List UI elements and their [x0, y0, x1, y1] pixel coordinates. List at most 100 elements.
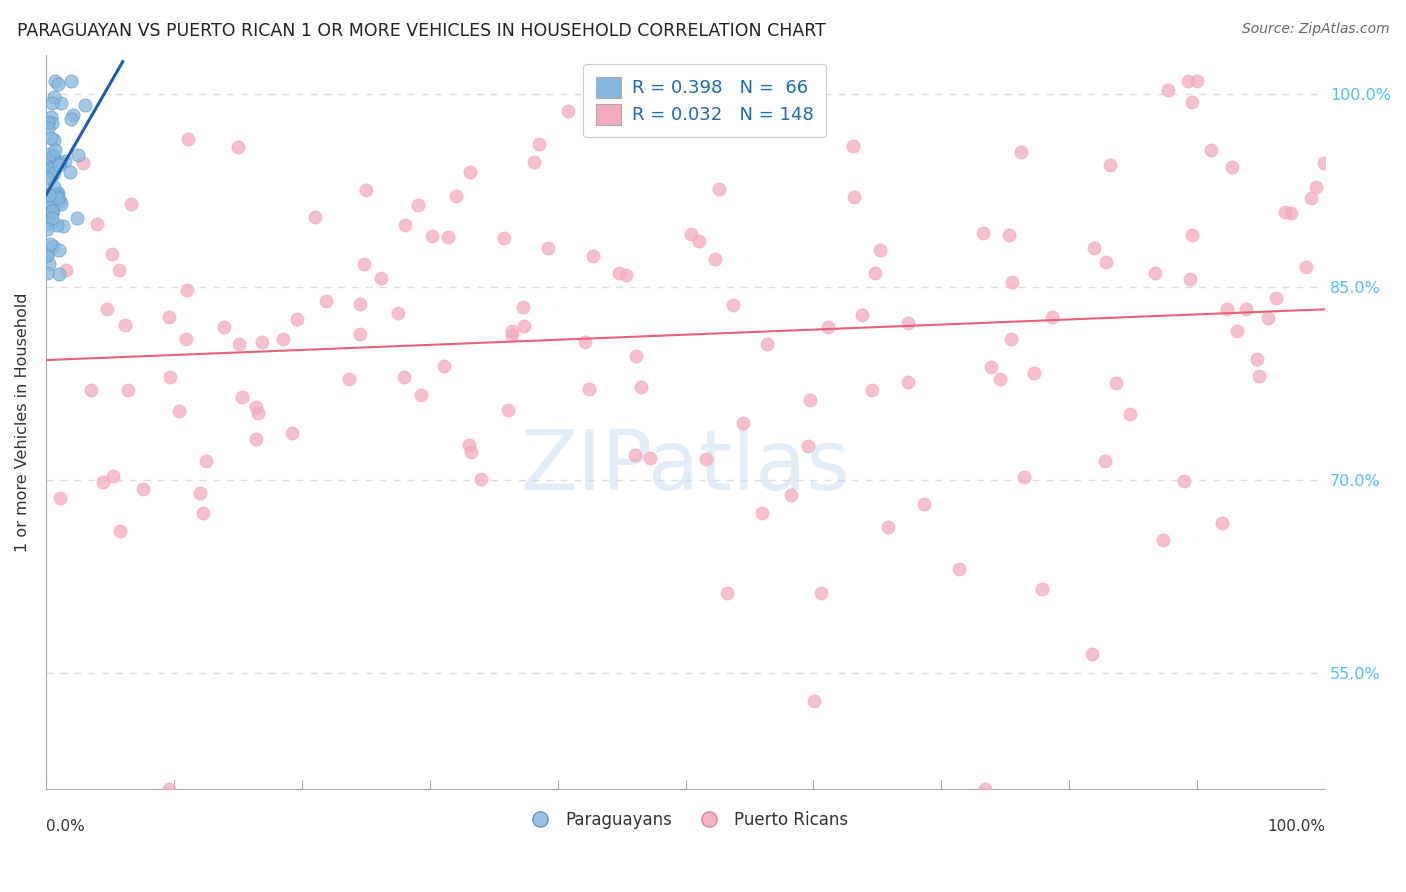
- Text: PARAGUAYAN VS PUERTO RICAN 1 OR MORE VEHICLES IN HOUSEHOLD CORRELATION CHART: PARAGUAYAN VS PUERTO RICAN 1 OR MORE VEH…: [17, 22, 825, 40]
- Point: [37, 121, 59, 136]
- Point: [42, 239, 65, 253]
- Point: [1012, 470, 1035, 484]
- Point: [1226, 325, 1249, 339]
- Point: [52, 219, 75, 233]
- Point: [42, 180, 65, 194]
- Point: [695, 451, 717, 466]
- Point: [704, 252, 727, 266]
- Point: [41, 148, 63, 162]
- Point: [1119, 407, 1142, 421]
- Point: [48, 243, 70, 257]
- Point: [1257, 310, 1279, 325]
- Point: [731, 416, 754, 430]
- Point: [37, 115, 59, 129]
- Point: [38, 147, 60, 161]
- Point: [42, 132, 65, 146]
- Point: [177, 132, 200, 146]
- Point: [1187, 74, 1209, 88]
- Point: [132, 483, 155, 497]
- Point: [1201, 143, 1223, 157]
- Point: [1105, 376, 1128, 390]
- Point: [46, 187, 69, 202]
- Y-axis label: 1 or more Vehicles in Household: 1 or more Vehicles in Household: [15, 293, 30, 552]
- Point: [49, 155, 72, 169]
- Point: [38, 195, 60, 210]
- Point: [35, 248, 58, 262]
- Point: [1295, 260, 1317, 274]
- Point: [1143, 266, 1166, 280]
- Point: [49, 194, 72, 209]
- Point: [460, 445, 482, 459]
- Point: [48, 491, 70, 505]
- Point: [810, 586, 832, 600]
- Point: [41, 164, 63, 178]
- Point: [688, 234, 710, 248]
- Point: [1211, 516, 1233, 530]
- Point: [387, 306, 409, 320]
- Point: [271, 332, 294, 346]
- Point: [39, 161, 62, 175]
- Point: [1313, 156, 1336, 170]
- Point: [582, 249, 605, 263]
- Point: [1173, 474, 1195, 488]
- Point: [108, 524, 131, 539]
- Point: [1024, 366, 1046, 380]
- Point: [624, 349, 647, 363]
- Point: [315, 294, 337, 309]
- Point: [574, 334, 596, 349]
- Point: [42, 148, 65, 162]
- Point: [174, 332, 197, 346]
- Point: [157, 782, 180, 797]
- Point: [523, 154, 546, 169]
- Point: [557, 103, 579, 118]
- Point: [1249, 368, 1271, 383]
- Point: [41, 206, 63, 220]
- Point: [817, 320, 839, 334]
- Point: [897, 375, 920, 389]
- Point: [1177, 74, 1199, 88]
- Point: [988, 372, 1011, 386]
- Point: [91, 475, 114, 490]
- Point: [280, 425, 302, 440]
- Point: [226, 140, 249, 154]
- Point: [44, 74, 66, 88]
- Point: [409, 388, 432, 402]
- Point: [394, 219, 416, 233]
- Point: [751, 506, 773, 520]
- Point: [876, 520, 898, 534]
- Point: [972, 226, 994, 240]
- Point: [96, 302, 118, 317]
- Point: [501, 327, 523, 342]
- Text: Source: ZipAtlas.com: Source: ZipAtlas.com: [1241, 22, 1389, 37]
- Point: [1279, 206, 1302, 220]
- Point: [607, 266, 630, 280]
- Point: [780, 488, 803, 502]
- Point: [1246, 351, 1268, 366]
- Point: [723, 298, 745, 312]
- Point: [72, 155, 94, 169]
- Point: [354, 183, 377, 197]
- Point: [1040, 310, 1063, 325]
- Point: [948, 562, 970, 576]
- Point: [638, 451, 661, 466]
- Point: [979, 359, 1001, 374]
- Point: [616, 268, 638, 283]
- Point: [41, 116, 63, 130]
- Point: [349, 297, 371, 311]
- Point: [35, 206, 58, 220]
- Point: [101, 247, 124, 261]
- Point: [42, 192, 65, 206]
- Point: [38, 237, 60, 252]
- Point: [59, 165, 82, 179]
- Point: [897, 317, 920, 331]
- Point: [35, 216, 58, 230]
- Point: [114, 318, 136, 332]
- Point: [48, 158, 70, 172]
- Point: [756, 336, 779, 351]
- Point: [117, 384, 139, 398]
- Point: [1181, 95, 1204, 109]
- Point: [912, 497, 935, 511]
- Point: [45, 218, 67, 232]
- Point: [62, 108, 84, 122]
- Point: [66, 147, 89, 161]
